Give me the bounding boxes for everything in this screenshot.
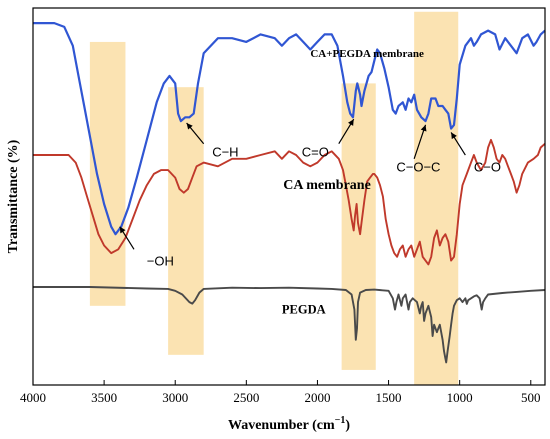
- annotation-arrowhead-4: [420, 124, 427, 132]
- annotation-label-4: C−O−C: [396, 159, 440, 174]
- annotation-label-5: C−O: [474, 159, 501, 174]
- x-tick-label: 1500: [376, 390, 402, 405]
- peak-annotations: −OH C−H C=O C−O−C C−O: [119, 118, 501, 269]
- x-tick-label: 3500: [91, 390, 117, 405]
- series-label-3: PEGDA: [282, 302, 326, 316]
- x-tick-label: 2000: [304, 390, 330, 405]
- annotation-arrowhead-2: [186, 122, 193, 130]
- annotation-label-1: −OH: [147, 254, 174, 269]
- x-axis-title: Wavenumber (cm−1): [228, 415, 350, 433]
- series-line-2: [33, 138, 546, 266]
- highlight-bands: [89, 11, 459, 386]
- spectra-series: [33, 22, 546, 364]
- series-label-1: CA+PEGDA membrane: [310, 48, 424, 60]
- annotation-arrowhead-1: [119, 226, 126, 234]
- annotation-arrowhead-3: [348, 119, 354, 126]
- x-axis-ticks: 4000 3500 3000 2500 2000 1500 1000 500: [20, 380, 541, 405]
- annotation-arrowhead-5: [451, 132, 457, 140]
- x-tick-label: 3000: [162, 390, 188, 405]
- highlight-band-2: [168, 87, 204, 355]
- x-axis-title-close: ): [345, 418, 350, 433]
- x-tick-label: 1000: [447, 390, 473, 405]
- annotation-label-2: C−H: [212, 144, 238, 159]
- y-axis-title: Transmittance (%): [6, 139, 21, 253]
- highlight-band-1: [89, 41, 126, 306]
- annotation-label-3: C=O: [302, 144, 329, 159]
- x-axis-title-main: Wavenumber (cm: [228, 418, 335, 433]
- series-line-1: [33, 22, 546, 236]
- series-label-2: CA membrane: [283, 178, 371, 193]
- x-tick-label: 4000: [20, 390, 46, 405]
- x-tick-label: 500: [521, 390, 541, 405]
- x-axis-title-superscript: −1: [335, 415, 346, 426]
- series-labels: CA+PEGDA membrane CA membrane PEGDA: [282, 48, 424, 316]
- x-tick-label: 2500: [233, 390, 259, 405]
- plot-frame: [32, 7, 546, 386]
- series-line-3: [33, 286, 546, 364]
